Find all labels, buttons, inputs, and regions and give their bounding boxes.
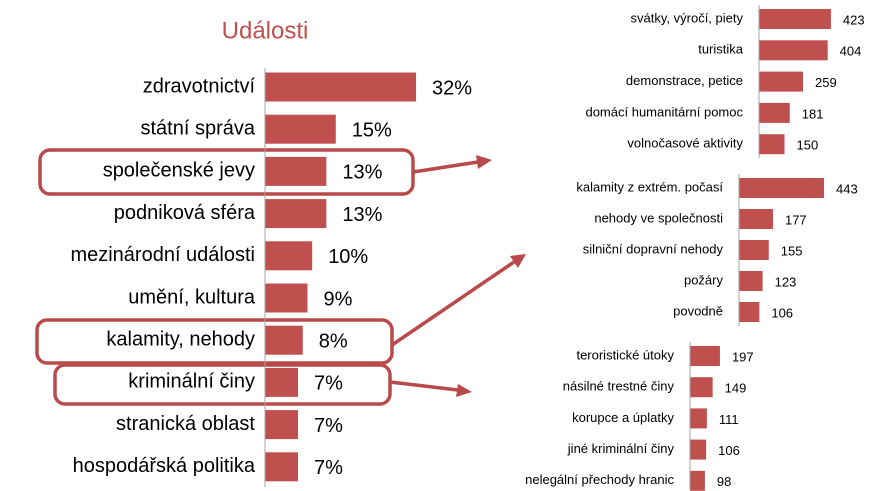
bar (739, 209, 773, 229)
category-label: mezinárodní události (70, 244, 255, 266)
category-label: turistika (698, 42, 744, 57)
value-label: 149 (725, 381, 747, 396)
category-label: jiné kriminální činy (567, 441, 675, 456)
bar (759, 71, 804, 92)
category-label: kriminální činy (128, 371, 255, 393)
value-label: 7% (314, 457, 343, 479)
arrow (389, 380, 459, 392)
value-label: 181 (802, 106, 824, 121)
category-label: teroristické útoky (576, 347, 674, 362)
category-label: domácí humanitární pomoc (585, 104, 743, 119)
value-label: 106 (718, 443, 740, 458)
value-label: 259 (815, 75, 837, 90)
arrowhead (476, 155, 492, 169)
bar (739, 240, 769, 260)
bar (739, 178, 825, 198)
category-label: kalamity z extrém. počasí (576, 179, 723, 194)
value-label: 197 (732, 349, 754, 364)
category-label: státní správa (140, 117, 255, 139)
value-label: 13% (342, 204, 382, 226)
value-label: 13% (342, 162, 382, 184)
bar (759, 102, 790, 123)
value-label: 150 (797, 138, 819, 153)
category-label: korupce a úplatky (572, 410, 674, 425)
value-label: 9% (323, 288, 352, 310)
value-label: 423 (843, 12, 865, 27)
arrow (412, 160, 479, 174)
value-label: 8% (319, 330, 348, 352)
category-label: volnočasové aktivity (627, 136, 743, 151)
bar (739, 302, 760, 322)
value-label: 7% (314, 373, 343, 395)
category-label: hospodářská politika (73, 455, 256, 477)
bar (690, 408, 707, 429)
category-label: zdravotnictví (143, 75, 256, 97)
chart-title: Události (222, 17, 309, 44)
arrowhead (456, 384, 472, 397)
category-label: umění, kultura (128, 286, 256, 308)
value-label: 10% (328, 246, 368, 268)
category-label: požáry (684, 272, 724, 287)
category-label: nelegální přechody hranic (525, 472, 674, 487)
value-label: 15% (352, 119, 392, 141)
category-label: demonstrace, petice (626, 73, 743, 88)
bar (265, 283, 308, 313)
bar (759, 9, 831, 29)
value-label: 123 (775, 274, 797, 289)
bar (265, 114, 336, 144)
bar (739, 271, 763, 291)
bar (265, 156, 327, 186)
value-label: 98 (717, 474, 731, 489)
value-label: 111 (719, 412, 739, 427)
highlights (35, 148, 515, 406)
bar (690, 470, 705, 491)
bar (265, 367, 299, 397)
category-label: společenské jevy (103, 160, 255, 182)
category-label: svátky, výročí, piety (631, 10, 744, 25)
bar (690, 377, 713, 398)
category-label: násilné trestné činy (563, 379, 675, 394)
category-label: podniková sféra (114, 202, 256, 224)
bar (265, 325, 303, 355)
highlight-box (53, 363, 392, 406)
value-label: 106 (771, 305, 793, 320)
bar (265, 241, 313, 271)
value-label: 177 (785, 212, 807, 227)
arrowhead (510, 254, 526, 268)
bar (759, 134, 785, 155)
value-label: 32% (432, 77, 472, 99)
highlight-box (35, 318, 394, 365)
arrow (391, 260, 515, 347)
bar (265, 72, 417, 102)
value-label: 155 (781, 243, 803, 258)
bar (690, 439, 707, 460)
bar (265, 410, 299, 440)
value-label: 7% (314, 415, 343, 437)
category-label: silniční dopravní nehody (583, 241, 724, 256)
value-label: 443 (836, 181, 858, 196)
arrowheads (456, 155, 526, 397)
category-label: kalamity, nehody (106, 328, 255, 350)
bar (265, 199, 327, 229)
bar (265, 452, 299, 482)
value-label: 404 (840, 44, 862, 59)
bar (690, 346, 720, 366)
bar (759, 40, 828, 61)
category-label: stranická oblast (116, 413, 255, 435)
category-label: nehody ve společnosti (594, 210, 723, 225)
category-label: povodně (673, 303, 723, 318)
